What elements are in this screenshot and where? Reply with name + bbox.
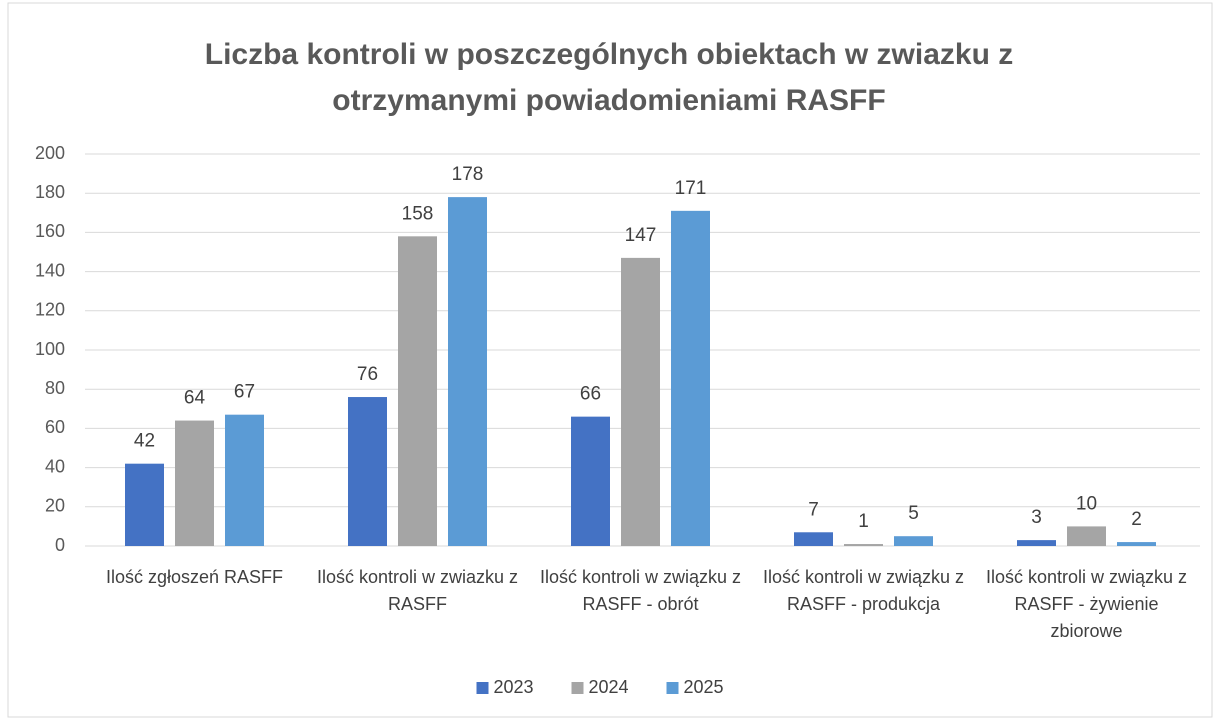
x-tick-label: Ilość kontroli w związku z RASFF - obrót xyxy=(539,567,742,614)
legend-label: 2023 xyxy=(494,677,534,697)
data-label: 147 xyxy=(625,225,657,246)
chart-title: Liczba kontroli w poszczególnych obiekta… xyxy=(204,38,1014,117)
chart-border xyxy=(7,2,1213,718)
bar xyxy=(1017,540,1056,546)
y-tick-label: 80 xyxy=(45,378,65,398)
legend-swatch xyxy=(571,682,584,694)
x-tick-label: Ilość kontroli w związku z RASFF - produ… xyxy=(762,567,965,614)
x-tick-label: Ilość kontroli w związku z RASFF - żywie… xyxy=(985,567,1188,641)
y-tick-label: 100 xyxy=(35,339,65,359)
data-label: 3 xyxy=(1031,507,1042,528)
bar xyxy=(621,257,660,546)
y-tick-label: 180 xyxy=(35,182,65,202)
bar xyxy=(225,414,264,546)
bar xyxy=(894,536,933,546)
data-label: 67 xyxy=(234,382,255,403)
x-tick-label: Ilość kontroli w zwiazku z RASFF xyxy=(316,567,519,614)
bar xyxy=(571,416,610,546)
bar xyxy=(844,544,883,546)
y-tick-label: 20 xyxy=(45,496,65,516)
data-label: 42 xyxy=(134,431,155,452)
data-label: 178 xyxy=(452,164,484,185)
bar xyxy=(794,532,833,546)
legend-swatch xyxy=(476,682,489,694)
data-label: 5 xyxy=(908,503,919,524)
data-label: 76 xyxy=(357,364,378,385)
bar xyxy=(348,397,387,546)
data-label: 64 xyxy=(184,388,206,409)
bar xyxy=(398,236,437,546)
legend-label: 2024 xyxy=(589,677,629,697)
legend-label: 2025 xyxy=(684,677,724,697)
x-tick-label: Ilość zgłoszeń RASFF xyxy=(105,567,284,587)
bar xyxy=(1067,526,1106,546)
bar xyxy=(175,420,214,546)
bar xyxy=(448,197,487,546)
bar xyxy=(125,463,164,546)
y-tick-label: 40 xyxy=(45,456,65,476)
y-tick-label: 200 xyxy=(35,143,65,163)
y-tick-label: 160 xyxy=(35,221,65,241)
data-label: 158 xyxy=(402,203,434,224)
y-tick-label: 0 xyxy=(55,535,65,555)
data-label: 171 xyxy=(675,178,707,199)
bar xyxy=(1117,542,1156,546)
bar xyxy=(671,210,710,546)
data-label: 2 xyxy=(1131,509,1142,530)
y-tick-label: 60 xyxy=(45,417,65,437)
data-label: 1 xyxy=(858,511,869,532)
y-tick-label: 120 xyxy=(35,300,65,320)
data-label: 10 xyxy=(1076,493,1097,514)
legend-swatch xyxy=(666,682,679,694)
data-label: 66 xyxy=(580,384,601,405)
y-tick-label: 140 xyxy=(35,260,65,280)
data-label: 7 xyxy=(808,499,819,520)
